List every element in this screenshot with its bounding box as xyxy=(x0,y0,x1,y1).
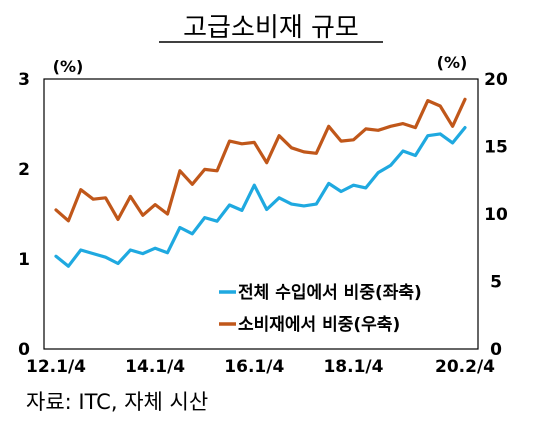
x-tick-label: 14.1/4 xyxy=(125,357,185,377)
chart-title: 고급소비재 규모 xyxy=(183,13,359,43)
right-axis-ticks: 0 5 10 15 20 xyxy=(484,70,508,360)
series-lines xyxy=(54,97,467,268)
legend: 전체 수입에서 비중(좌축) 소비재에서 비중(우축) xyxy=(219,283,422,335)
right-tick-label: 5 xyxy=(490,273,502,293)
x-axis-ticks: 12.1/4 14.1/4 16.1/4 18.1/4 20.2/4 xyxy=(26,357,495,377)
left-tick-label: 1 xyxy=(18,250,30,270)
right-unit-label: (%) xyxy=(437,53,468,72)
left-tick-label: 2 xyxy=(18,160,30,180)
plot-frame xyxy=(43,78,479,350)
x-tick-label: 12.1/4 xyxy=(26,357,86,377)
right-tick-label: 15 xyxy=(484,138,508,158)
x-tick-label: 20.2/4 xyxy=(435,357,495,377)
left-unit-label: (%) xyxy=(53,57,84,76)
source-note: 자료: ITC, 자체 시산 xyxy=(26,390,209,414)
x-tick-label: 18.1/4 xyxy=(323,357,383,377)
right-tick-label: 0 xyxy=(490,340,502,360)
left-axis-ticks: 0 1 2 3 xyxy=(18,70,30,360)
left-tick-label: 3 xyxy=(18,70,30,90)
left-tick-label: 0 xyxy=(18,340,30,360)
right-tick-label: 20 xyxy=(484,70,508,90)
series-line-consumer-goods-share xyxy=(54,97,467,223)
right-tick-label: 10 xyxy=(484,205,508,225)
legend-label-series-2: 소비재에서 비중(우축) xyxy=(238,315,400,335)
legend-label-series-1: 전체 수입에서 비중(좌축) xyxy=(238,283,422,303)
x-tick-label: 16.1/4 xyxy=(224,357,284,377)
series-line-total-import-share xyxy=(54,125,467,268)
